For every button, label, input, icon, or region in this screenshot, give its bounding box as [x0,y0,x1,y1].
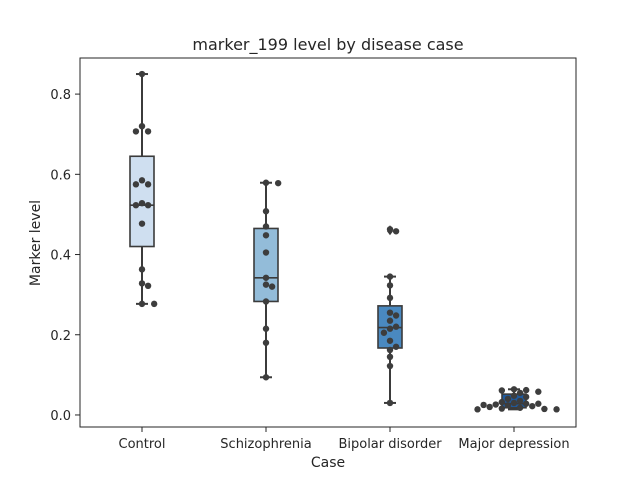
plot-area [129,70,560,413]
data-point [392,323,400,330]
data-point [144,282,152,290]
data-point [262,325,270,332]
y-tick-label: 0.6 [50,168,71,183]
data-point [474,406,481,413]
data-point [504,395,512,403]
data-point [268,283,276,290]
data-point [262,274,270,281]
x-tick-label: Schizophrenia [220,437,311,452]
data-point [132,128,140,135]
data-point [262,179,270,186]
points-group-3 [380,226,400,407]
data-point [535,400,542,407]
data-point [386,294,394,302]
data-point [150,300,158,308]
data-point [262,374,270,381]
data-point [510,399,518,407]
data-point [132,181,140,188]
data-point [138,70,146,78]
data-point [138,199,146,207]
data-point [498,387,506,394]
data-point [535,388,542,395]
x-tick-label: Major depression [458,437,569,452]
y-tick-label: 0.8 [50,88,71,103]
data-point [541,405,548,413]
x-axis-label: Case [311,455,345,471]
data-point [386,362,394,370]
data-point [138,266,146,273]
data-point [138,122,146,130]
data-point [480,401,487,409]
data-point [498,398,506,406]
data-point [274,179,282,187]
data-point [262,223,270,230]
x-tick-label: Control [119,437,166,452]
data-point [522,393,530,401]
box [253,227,279,303]
data-point [380,329,388,336]
y-tick-label: 0.4 [50,249,71,264]
data-point [386,282,394,289]
data-point [144,201,152,209]
data-point [386,317,394,324]
data-point [486,403,493,411]
data-point [262,339,270,346]
data-point [144,181,152,188]
data-point [529,402,536,410]
data-point [392,228,400,235]
data-point [138,220,146,227]
axes: 0.0 0.2 0.4 0.6 0.8 Control Schizophrenia Bipol… [50,57,577,452]
data-point [504,402,512,409]
x-tick-label: Bipolar disorder [338,437,442,452]
data-point [138,177,146,184]
data-point [510,392,518,399]
points-group-2 [262,179,282,381]
data-point [553,406,560,413]
data-point [516,404,524,411]
data-point [262,232,270,239]
data-point [138,280,146,287]
data-point [386,273,394,280]
data-point [498,405,506,412]
data-point [516,389,524,397]
points-group-1 [132,70,158,308]
data-point [386,399,394,407]
chart-title: marker_199 level by disease case [192,35,463,55]
data-point [386,226,394,233]
data-point [392,343,400,350]
data-point [144,128,152,135]
data-point [522,400,530,407]
data-point [516,397,524,405]
data-point [386,309,394,316]
y-tick-label: 0.2 [50,329,71,344]
data-point [386,346,394,354]
data-point [386,325,394,332]
data-point [262,208,270,215]
data-point [492,401,499,408]
data-point [392,312,400,319]
data-point [386,353,394,361]
data-point [262,249,270,256]
data-point [510,386,518,393]
data-point [132,201,140,209]
data-point [386,337,394,344]
data-point [262,281,270,288]
y-axis-label: Marker level [28,200,44,286]
data-point [522,386,530,394]
data-point [262,298,270,305]
y-tick-label: 0.0 [50,409,71,424]
plot-frame [79,57,577,428]
data-point [138,300,146,308]
points-group-4 [474,386,560,413]
